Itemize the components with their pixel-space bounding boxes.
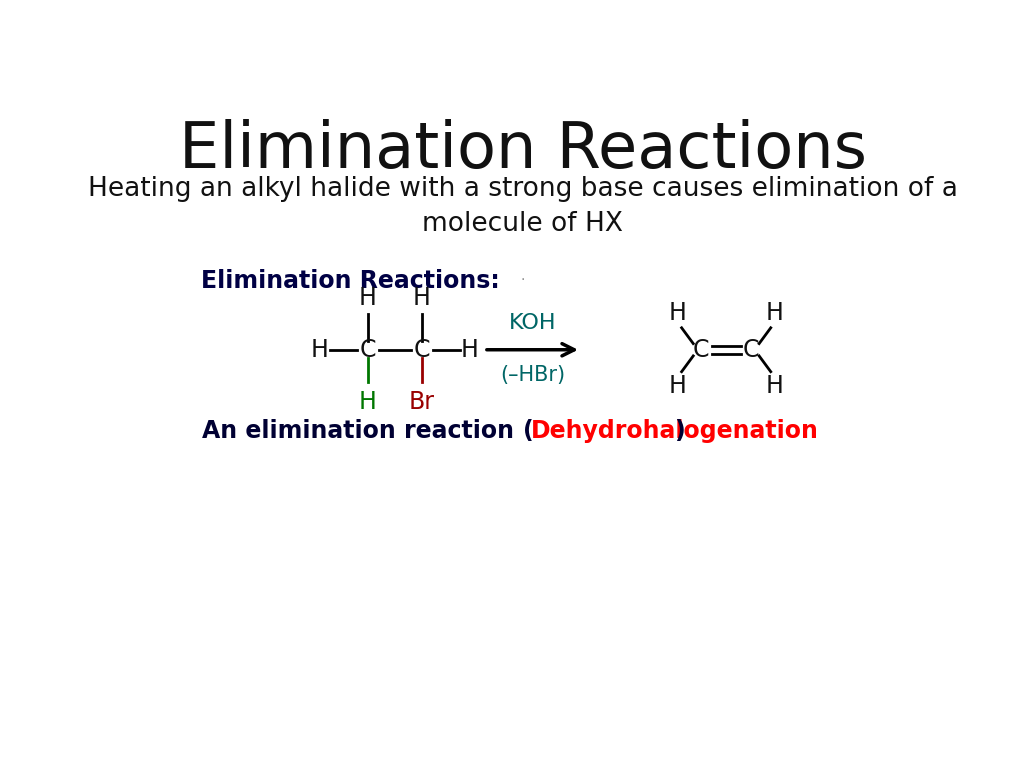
Text: C: C	[692, 338, 708, 362]
Text: C: C	[414, 338, 430, 362]
Text: H: H	[359, 285, 376, 310]
Text: C: C	[743, 338, 759, 362]
Text: Dehydrohalogenation: Dehydrohalogenation	[530, 418, 817, 443]
Text: (: (	[523, 418, 533, 443]
Text: Elimination Reactions:: Elimination Reactions:	[201, 269, 499, 293]
Text: H: H	[765, 374, 783, 398]
Text: KOH: KOH	[508, 313, 555, 333]
Text: H: H	[765, 301, 783, 325]
Text: H: H	[668, 301, 686, 325]
Text: An elimination reaction: An elimination reaction	[203, 418, 523, 443]
Text: Elimination Reactions: Elimination Reactions	[178, 119, 866, 181]
Text: H: H	[668, 374, 686, 398]
Text: Heating an alkyl halide with a strong base causes elimination of a: Heating an alkyl halide with a strong ba…	[88, 177, 957, 203]
Text: H: H	[413, 285, 430, 310]
Text: H: H	[311, 338, 328, 362]
Text: H: H	[359, 390, 376, 414]
Text: C: C	[359, 338, 376, 362]
Text: molecule of HX: molecule of HX	[422, 211, 623, 237]
Text: (–HBr): (–HBr)	[499, 365, 565, 385]
Text: H: H	[461, 338, 479, 362]
Text: .: .	[520, 269, 525, 283]
Text: ): )	[674, 418, 684, 443]
Text: Br: Br	[409, 390, 434, 414]
